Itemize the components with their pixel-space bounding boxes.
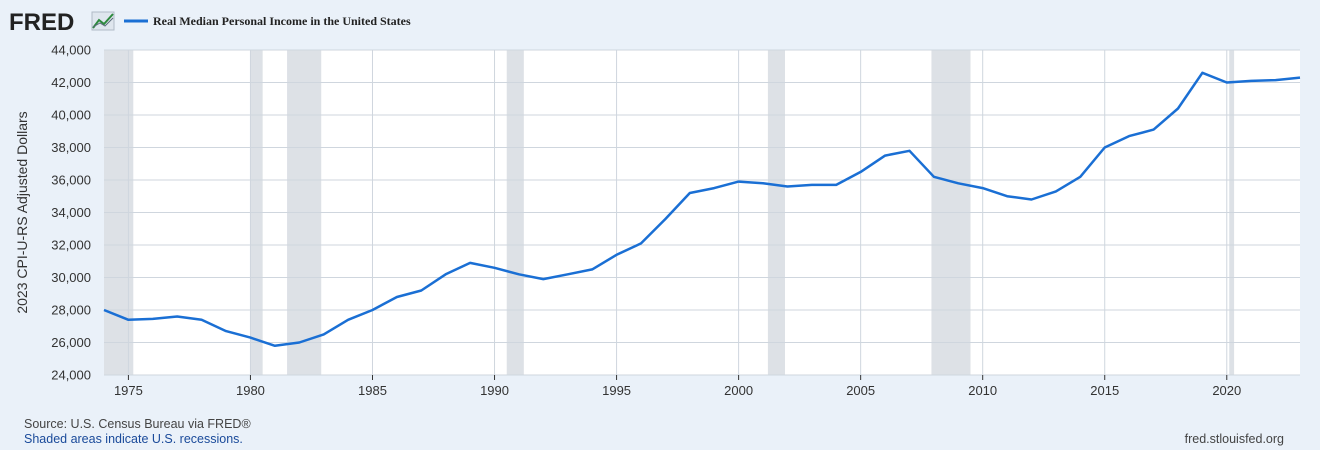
x-tick-label: 2000 xyxy=(724,383,753,398)
x-axis-ticks: 1975 1980 1985 1990 1995 2000 2005 2010 2015 2020 xyxy=(114,375,1241,398)
data-point[interactable] xyxy=(538,274,548,284)
data-point[interactable] xyxy=(1271,75,1281,85)
data-point[interactable] xyxy=(221,326,231,336)
data-point[interactable] xyxy=(441,269,451,279)
data-point[interactable] xyxy=(319,329,329,339)
data-point[interactable] xyxy=(1149,125,1159,135)
data-point[interactable] xyxy=(1027,195,1037,205)
data-point[interactable] xyxy=(1002,191,1012,201)
data-point[interactable] xyxy=(1051,186,1061,196)
y-tick-label: 40,000 xyxy=(51,108,91,123)
data-point[interactable] xyxy=(758,178,768,188)
data-point[interactable] xyxy=(245,333,255,343)
data-point[interactable] xyxy=(709,183,719,193)
data-point[interactable] xyxy=(904,146,914,156)
y-tick-label: 42,000 xyxy=(51,75,91,90)
y-tick-label: 26,000 xyxy=(51,335,91,350)
data-point[interactable] xyxy=(978,183,988,193)
x-tick-label: 1980 xyxy=(236,383,265,398)
data-point[interactable] xyxy=(514,269,524,279)
x-tick-label: 1975 xyxy=(114,383,143,398)
data-point[interactable] xyxy=(197,315,207,325)
data-point[interactable] xyxy=(465,258,475,268)
data-point[interactable] xyxy=(1075,172,1085,182)
data-point[interactable] xyxy=(587,264,597,274)
data-point[interactable] xyxy=(1124,131,1134,141)
data-point[interactable] xyxy=(343,315,353,325)
y-tick-label: 34,000 xyxy=(51,205,91,220)
y-tick-label: 38,000 xyxy=(51,140,91,155)
data-point[interactable] xyxy=(807,180,817,190)
y-axis-title: 2023 CPI-U-RS Adjusted Dollars xyxy=(14,111,30,313)
data-point[interactable] xyxy=(416,286,426,296)
site-link[interactable]: fred.stlouisfed.org xyxy=(1184,432,1284,446)
data-point[interactable] xyxy=(490,263,500,273)
x-tick-label: 2005 xyxy=(846,383,875,398)
legend-label: Real Median Personal Income in the Unite… xyxy=(153,14,411,28)
fred-logo-text: FRED xyxy=(9,9,74,36)
gridlines xyxy=(104,49,1300,376)
data-point[interactable] xyxy=(856,167,866,177)
data-point[interactable] xyxy=(392,292,402,302)
x-tick-label: 2020 xyxy=(1212,383,1241,398)
data-point[interactable] xyxy=(782,182,792,192)
data-point[interactable] xyxy=(685,188,695,198)
x-tick-label: 1985 xyxy=(358,383,387,398)
y-tick-label: 24,000 xyxy=(51,368,91,383)
data-point[interactable] xyxy=(612,250,622,260)
y-tick-label: 44,000 xyxy=(51,43,91,58)
x-tick-label: 1990 xyxy=(480,383,509,398)
y-tick-label: 32,000 xyxy=(51,238,91,253)
fred-logo-graph-icon xyxy=(91,11,115,31)
data-point[interactable] xyxy=(123,315,133,325)
data-point[interactable] xyxy=(1295,73,1305,83)
data-point[interactable] xyxy=(880,151,890,161)
data-point[interactable] xyxy=(563,269,573,279)
y-tick-label: 36,000 xyxy=(51,173,91,188)
data-point[interactable] xyxy=(1173,104,1183,114)
data-point[interactable] xyxy=(270,341,280,351)
data-point[interactable] xyxy=(929,172,939,182)
data-point[interactable] xyxy=(172,312,182,322)
data-point[interactable] xyxy=(1100,143,1110,153)
data-point[interactable] xyxy=(1246,76,1256,86)
fred-logo[interactable]: FRED xyxy=(9,9,115,36)
data-point[interactable] xyxy=(99,305,109,315)
recession-note[interactable]: Shaded areas indicate U.S. recessions. xyxy=(24,432,243,446)
legend: Real Median Personal Income in the Unite… xyxy=(124,14,411,28)
data-point[interactable] xyxy=(1197,68,1207,78)
data-point[interactable] xyxy=(1222,78,1232,88)
data-point[interactable] xyxy=(636,238,646,248)
y-axis-ticks: 24,000 26,000 28,000 30,000 32,000 34,000 36,0… xyxy=(51,43,91,383)
data-point[interactable] xyxy=(734,177,744,187)
data-point[interactable] xyxy=(294,338,304,348)
data-point[interactable] xyxy=(831,180,841,190)
x-tick-label: 2015 xyxy=(1090,383,1119,398)
data-point[interactable] xyxy=(953,178,963,188)
x-tick-label: 1995 xyxy=(602,383,631,398)
data-point[interactable] xyxy=(148,314,158,324)
y-tick-label: 30,000 xyxy=(51,270,91,285)
source-note[interactable]: Source: U.S. Census Bureau via FRED® xyxy=(24,417,251,431)
series-layer xyxy=(99,68,1305,351)
data-point[interactable] xyxy=(660,214,670,224)
series-line-0 xyxy=(103,71,1301,348)
data-point[interactable] xyxy=(367,305,377,315)
x-tick-label: 2010 xyxy=(968,383,997,398)
y-tick-label: 28,000 xyxy=(51,303,91,318)
